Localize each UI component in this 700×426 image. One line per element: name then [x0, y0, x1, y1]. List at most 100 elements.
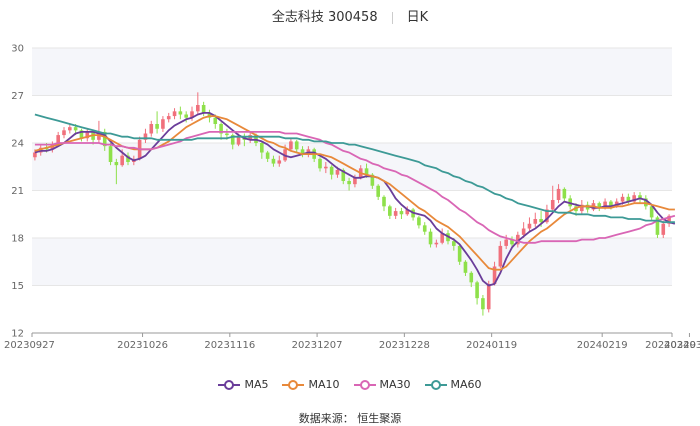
plot-band: [32, 238, 672, 286]
legend-label: MA60: [450, 378, 482, 391]
legend-item-ma5[interactable]: MA5: [218, 378, 268, 391]
candle-body: [335, 169, 340, 175]
candle-body: [102, 131, 107, 147]
candle-body: [498, 245, 503, 267]
candle-body: [364, 168, 369, 175]
plot-band: [32, 48, 672, 96]
candle-body: [184, 114, 188, 118]
candle-body: [143, 133, 148, 140]
candle-body: [126, 155, 130, 162]
title-separator: [391, 11, 393, 24]
candle-body: [422, 225, 427, 232]
legend-swatch-icon: [218, 379, 241, 391]
candle-body: [341, 169, 346, 181]
candle-body: [161, 119, 165, 129]
candle-body: [318, 158, 322, 169]
candle-body: [347, 181, 351, 185]
candle-body: [434, 242, 439, 245]
y-tick-label: 24: [11, 139, 24, 150]
candle-body: [620, 196, 625, 202]
candle-body: [533, 219, 538, 224]
candle-body: [469, 272, 474, 283]
candle-body: [457, 245, 462, 262]
candle-body: [638, 195, 642, 199]
legend-label: MA30: [379, 378, 411, 391]
legend-item-ma30[interactable]: MA30: [353, 378, 411, 391]
candle-body: [353, 177, 357, 185]
candle-body: [149, 124, 154, 134]
candle-body: [79, 130, 84, 139]
candle-body: [393, 211, 398, 216]
candle-body: [655, 217, 660, 235]
y-tick-label: 21: [11, 186, 24, 197]
candle-body: [277, 160, 282, 164]
y-axis: 12 15 18 21 24 27 30: [11, 44, 24, 340]
candle-body: [417, 217, 421, 226]
candle-body: [85, 131, 90, 139]
plot-band: [32, 143, 672, 191]
candle-body: [33, 152, 37, 158]
y-tick-label: 18: [11, 234, 24, 245]
x-tick-label: 20240119: [466, 340, 517, 351]
candle-body: [440, 233, 444, 243]
candle-body: [475, 282, 479, 299]
candle-body: [225, 133, 229, 136]
x-tick-label: 20230927: [4, 340, 55, 351]
x-axis: 20230927 20231026 20231116 20231207 20231228…: [4, 332, 700, 351]
candle-body: [521, 228, 526, 235]
x-tick-label: 20240311: [664, 340, 700, 351]
legend-item-ma10[interactable]: MA10: [282, 378, 340, 391]
x-tick-label: 20231026: [117, 340, 168, 351]
x-tick-label: 20231116: [204, 340, 255, 351]
legend-label: MA5: [244, 378, 269, 391]
candle-body: [230, 135, 235, 145]
candle-body: [562, 188, 567, 199]
candle-body: [56, 135, 60, 145]
candle-body: [486, 283, 491, 310]
candle-body: [463, 261, 468, 273]
ma-line-ma60: [34, 113, 675, 224]
candle-body: [597, 203, 602, 208]
candle-body: [609, 201, 613, 207]
candle-body: [329, 166, 334, 175]
chart-title-stock: 全志科技 300458: [271, 10, 378, 25]
candle-body: [300, 149, 305, 155]
y-tick-label: 12: [11, 329, 24, 340]
candle-body: [155, 124, 159, 129]
y-tick-label: 27: [11, 91, 24, 102]
candle-body: [108, 146, 113, 162]
y-tick-label: 15: [11, 281, 24, 292]
ma-line-ma30: [34, 130, 676, 244]
x-tick-label: 20240329: [645, 340, 696, 351]
candle-body: [510, 239, 514, 245]
candle-body: [114, 162, 119, 166]
candle-body: [236, 136, 241, 145]
candle-body: [382, 196, 386, 207]
chart-title-period: 日K: [406, 10, 429, 25]
legend-swatch-icon: [353, 379, 376, 391]
candle-body: [196, 105, 200, 112]
legend-item-ma60[interactable]: MA60: [424, 378, 482, 391]
candle-body: [428, 231, 433, 245]
candle-body: [190, 111, 194, 118]
candle-body: [545, 209, 549, 223]
x-tick-label: 20231207: [292, 340, 343, 351]
candle-body: [539, 219, 543, 223]
candle-body: [68, 127, 72, 131]
candle-body: [492, 266, 497, 284]
candle-body: [626, 196, 631, 202]
candle-body: [667, 215, 671, 224]
legend-swatch-icon: [424, 379, 447, 391]
x-tick-label: 20231228: [379, 340, 430, 351]
candle-body: [271, 158, 276, 164]
candle-body: [213, 117, 218, 124]
candle-body: [527, 223, 532, 229]
candle-body: [260, 143, 264, 153]
candle-body: [661, 223, 666, 235]
candle-body: [370, 174, 375, 186]
candle-body: [580, 204, 584, 212]
x-tick-label: 20240219: [577, 340, 628, 351]
candle-body: [172, 111, 177, 117]
candle-body: [73, 127, 78, 131]
